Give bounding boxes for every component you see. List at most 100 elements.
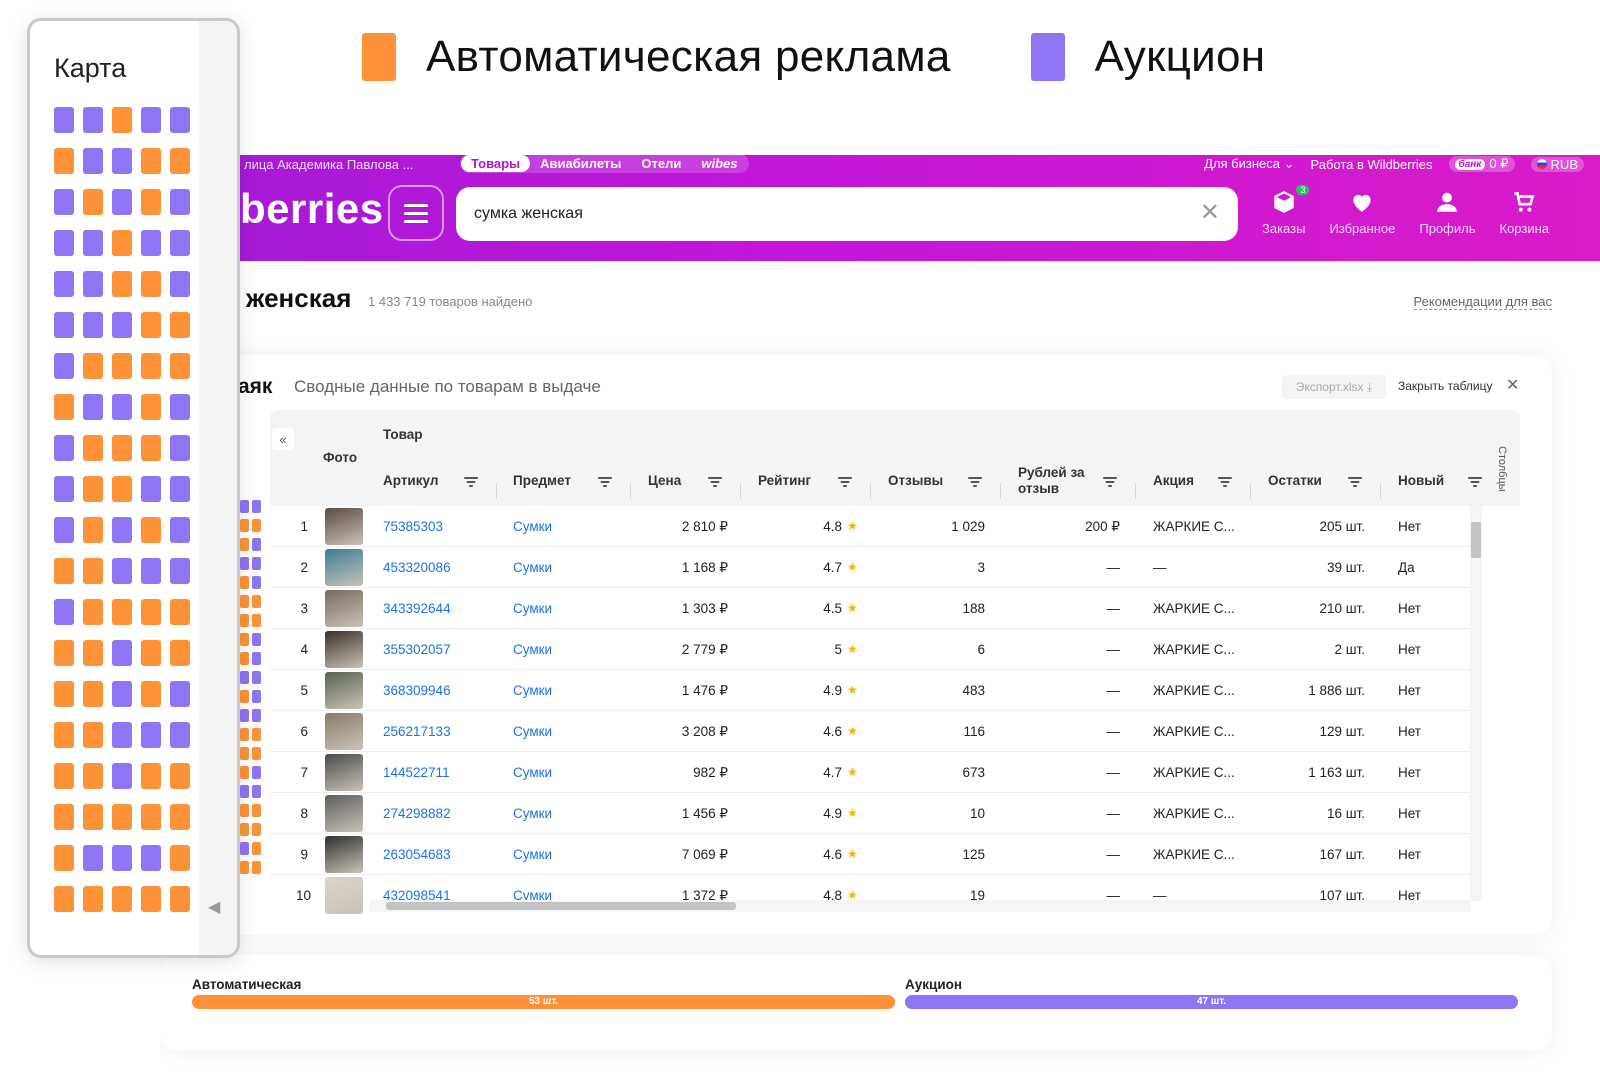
- article-link[interactable]: 274298882: [383, 806, 451, 821]
- column-divider[interactable]: [496, 483, 497, 499]
- column-divider[interactable]: [870, 483, 871, 499]
- header-reviews[interactable]: Отзывы: [888, 473, 944, 488]
- marketplace-page: лица Академика Павлова ... Товары Авиаби…: [160, 155, 1600, 1080]
- product-photo[interactable]: [325, 549, 363, 586]
- tab-hotels[interactable]: Отели: [641, 156, 682, 171]
- table-row[interactable]: 6 256217133 Сумки 3 208 ₽ 4.6 ★ 116 — ЖАРКИЕ С..…: [270, 711, 1470, 752]
- product-photo[interactable]: [325, 795, 363, 832]
- product-photo[interactable]: [325, 836, 363, 873]
- product-photo[interactable]: [325, 754, 363, 791]
- table-row[interactable]: 7 144522711 Сумки 982 ₽ 4.7 ★ 673 — ЖАРКИЕ С... 1…: [270, 752, 1470, 793]
- header-promo[interactable]: Акция: [1153, 473, 1194, 488]
- nav-orders[interactable]: 3 Заказы: [1262, 185, 1310, 236]
- filter-icon[interactable]: [598, 477, 612, 487]
- column-divider[interactable]: [630, 483, 631, 499]
- header-new[interactable]: Новый: [1398, 473, 1445, 488]
- product-photo[interactable]: [325, 590, 363, 627]
- column-divider[interactable]: [1000, 483, 1001, 499]
- tab-flights[interactable]: Авиабилеты: [540, 156, 622, 171]
- article-link[interactable]: 263054683: [383, 847, 451, 862]
- table-row[interactable]: 2 453320086 Сумки 1 168 ₽ 4.7 ★ 3 — — 39 шт. Да: [270, 547, 1470, 588]
- vertical-scrollbar[interactable]: [1470, 506, 1482, 901]
- subject-link[interactable]: Сумки: [513, 519, 553, 534]
- legend-item-auto: Автоматическая реклама: [362, 32, 951, 82]
- header-subject[interactable]: Предмет: [513, 473, 571, 488]
- filter-icon[interactable]: [1348, 477, 1362, 487]
- subject-link[interactable]: Сумки: [513, 683, 553, 698]
- currency-selector[interactable]: RUB: [1530, 156, 1584, 172]
- article-link[interactable]: 343392644: [383, 601, 451, 616]
- filter-icon[interactable]: [1218, 477, 1232, 487]
- article-link[interactable]: 368309946: [383, 683, 451, 698]
- product-photo[interactable]: [325, 508, 363, 545]
- nav-profile[interactable]: Профиль: [1419, 189, 1475, 236]
- table-row[interactable]: 1 75385303 Сумки 2 810 ₽ 4.8 ★ 1 029 200 ₽ ЖАРКИ…: [270, 506, 1470, 547]
- header-price[interactable]: Цена: [648, 473, 682, 488]
- site-logo[interactable]: berries: [240, 185, 384, 232]
- mini-cell-auto: [240, 519, 249, 532]
- column-divider[interactable]: [740, 483, 741, 499]
- article-link[interactable]: 453320086: [383, 560, 451, 575]
- scroll-thumb[interactable]: [386, 902, 736, 910]
- scroll-left-icon[interactable]: ◀: [208, 899, 221, 916]
- tab-products[interactable]: Товары: [461, 155, 531, 172]
- filter-icon[interactable]: [1468, 477, 1482, 487]
- close-icon[interactable]: ✕: [1506, 377, 1520, 394]
- delivery-address[interactable]: лица Академика Павлова ...: [244, 157, 414, 172]
- nav-favorites[interactable]: Избранное: [1329, 189, 1395, 236]
- menu-button[interactable]: [388, 185, 444, 241]
- header-rating[interactable]: Рейтинг: [758, 473, 812, 488]
- article-link[interactable]: 75385303: [383, 519, 444, 534]
- subject-link[interactable]: Сумки: [513, 601, 553, 616]
- table-row[interactable]: 5 368309946 Сумки 1 476 ₽ 4.9 ★ 483 — ЖАРКИЕ С..…: [270, 670, 1470, 711]
- subject-link[interactable]: Сумки: [513, 724, 553, 739]
- product-photo[interactable]: [325, 713, 363, 750]
- scroll-thumb[interactable]: [1471, 522, 1481, 558]
- recommendations-link[interactable]: Рекомендации для вас: [1413, 294, 1552, 310]
- filter-icon[interactable]: [708, 477, 722, 487]
- header-article[interactable]: Артикул: [383, 473, 439, 488]
- bank-balance[interactable]: банк 0 ₽: [1448, 156, 1515, 172]
- clear-search-icon[interactable]: ✕: [1199, 199, 1220, 226]
- header-stock[interactable]: Остатки: [1268, 473, 1322, 488]
- filter-icon[interactable]: [968, 477, 982, 487]
- columns-button[interactable]: Столбцы: [1496, 446, 1508, 492]
- table-row[interactable]: 8 274298882 Сумки 1 456 ₽ 4.9 ★ 10 — ЖАРКИЕ С...…: [270, 793, 1470, 834]
- subject-link[interactable]: Сумки: [513, 888, 553, 903]
- filter-icon[interactable]: [838, 477, 852, 487]
- table-row[interactable]: 10 432098541 Сумки 1 372 ₽ 4.8 ★ 19 — — 107 шт. Не…: [270, 875, 1470, 915]
- filter-icon[interactable]: [464, 477, 478, 487]
- collapse-button[interactable]: «: [272, 428, 294, 450]
- tab-wibes[interactable]: wibes: [701, 156, 738, 171]
- column-divider[interactable]: [1250, 483, 1251, 499]
- column-divider[interactable]: [1135, 483, 1136, 499]
- product-photo[interactable]: [325, 672, 363, 709]
- close-table-button[interactable]: Закрыть таблицу: [1398, 379, 1493, 393]
- work-link[interactable]: Работа в Wildberries: [1310, 156, 1433, 172]
- nav-cart[interactable]: Корзина: [1499, 189, 1549, 236]
- header-rub-per-review[interactable]: Рублей за отзыв: [1018, 465, 1085, 497]
- subject-link[interactable]: Сумки: [513, 642, 553, 657]
- table-row[interactable]: 9 263054683 Сумки 7 069 ₽ 4.6 ★ 125 — ЖАРКИЕ С..…: [270, 834, 1470, 875]
- subject-link[interactable]: Сумки: [513, 765, 553, 780]
- filter-icon[interactable]: [1103, 477, 1117, 487]
- subject-link[interactable]: Сумки: [513, 847, 553, 862]
- article-link[interactable]: 432098541: [383, 888, 451, 903]
- table-row[interactable]: 3 343392644 Сумки 1 303 ₽ 4.5 ★ 188 — ЖАРКИЕ С..…: [270, 588, 1470, 629]
- export-button[interactable]: Экспорт.xlsx ⤓: [1282, 375, 1386, 399]
- horizontal-scrollbar[interactable]: [370, 900, 1470, 912]
- article-link[interactable]: 256217133: [383, 724, 451, 739]
- subject-link[interactable]: Сумки: [513, 560, 553, 575]
- article-link[interactable]: 144522711: [383, 765, 450, 780]
- article-link[interactable]: 355302057: [383, 642, 451, 657]
- column-divider[interactable]: [1380, 483, 1381, 499]
- table-row[interactable]: 4 355302057 Сумки 2 779 ₽ 5 ★ 6 — ЖАРКИЕ С... 2 ш…: [270, 629, 1470, 670]
- map-cell-auction: [112, 189, 132, 215]
- subject-link[interactable]: Сумки: [513, 806, 553, 821]
- product-photo[interactable]: [325, 631, 363, 668]
- product-photo[interactable]: [325, 877, 363, 914]
- star-icon: ★: [847, 765, 858, 779]
- header-topline: лица Академика Павлова ... Товары Авиаби…: [160, 155, 1600, 175]
- search-input[interactable]: [474, 187, 1174, 241]
- for-business-link[interactable]: Для бизнеса ⌄: [1204, 156, 1295, 171]
